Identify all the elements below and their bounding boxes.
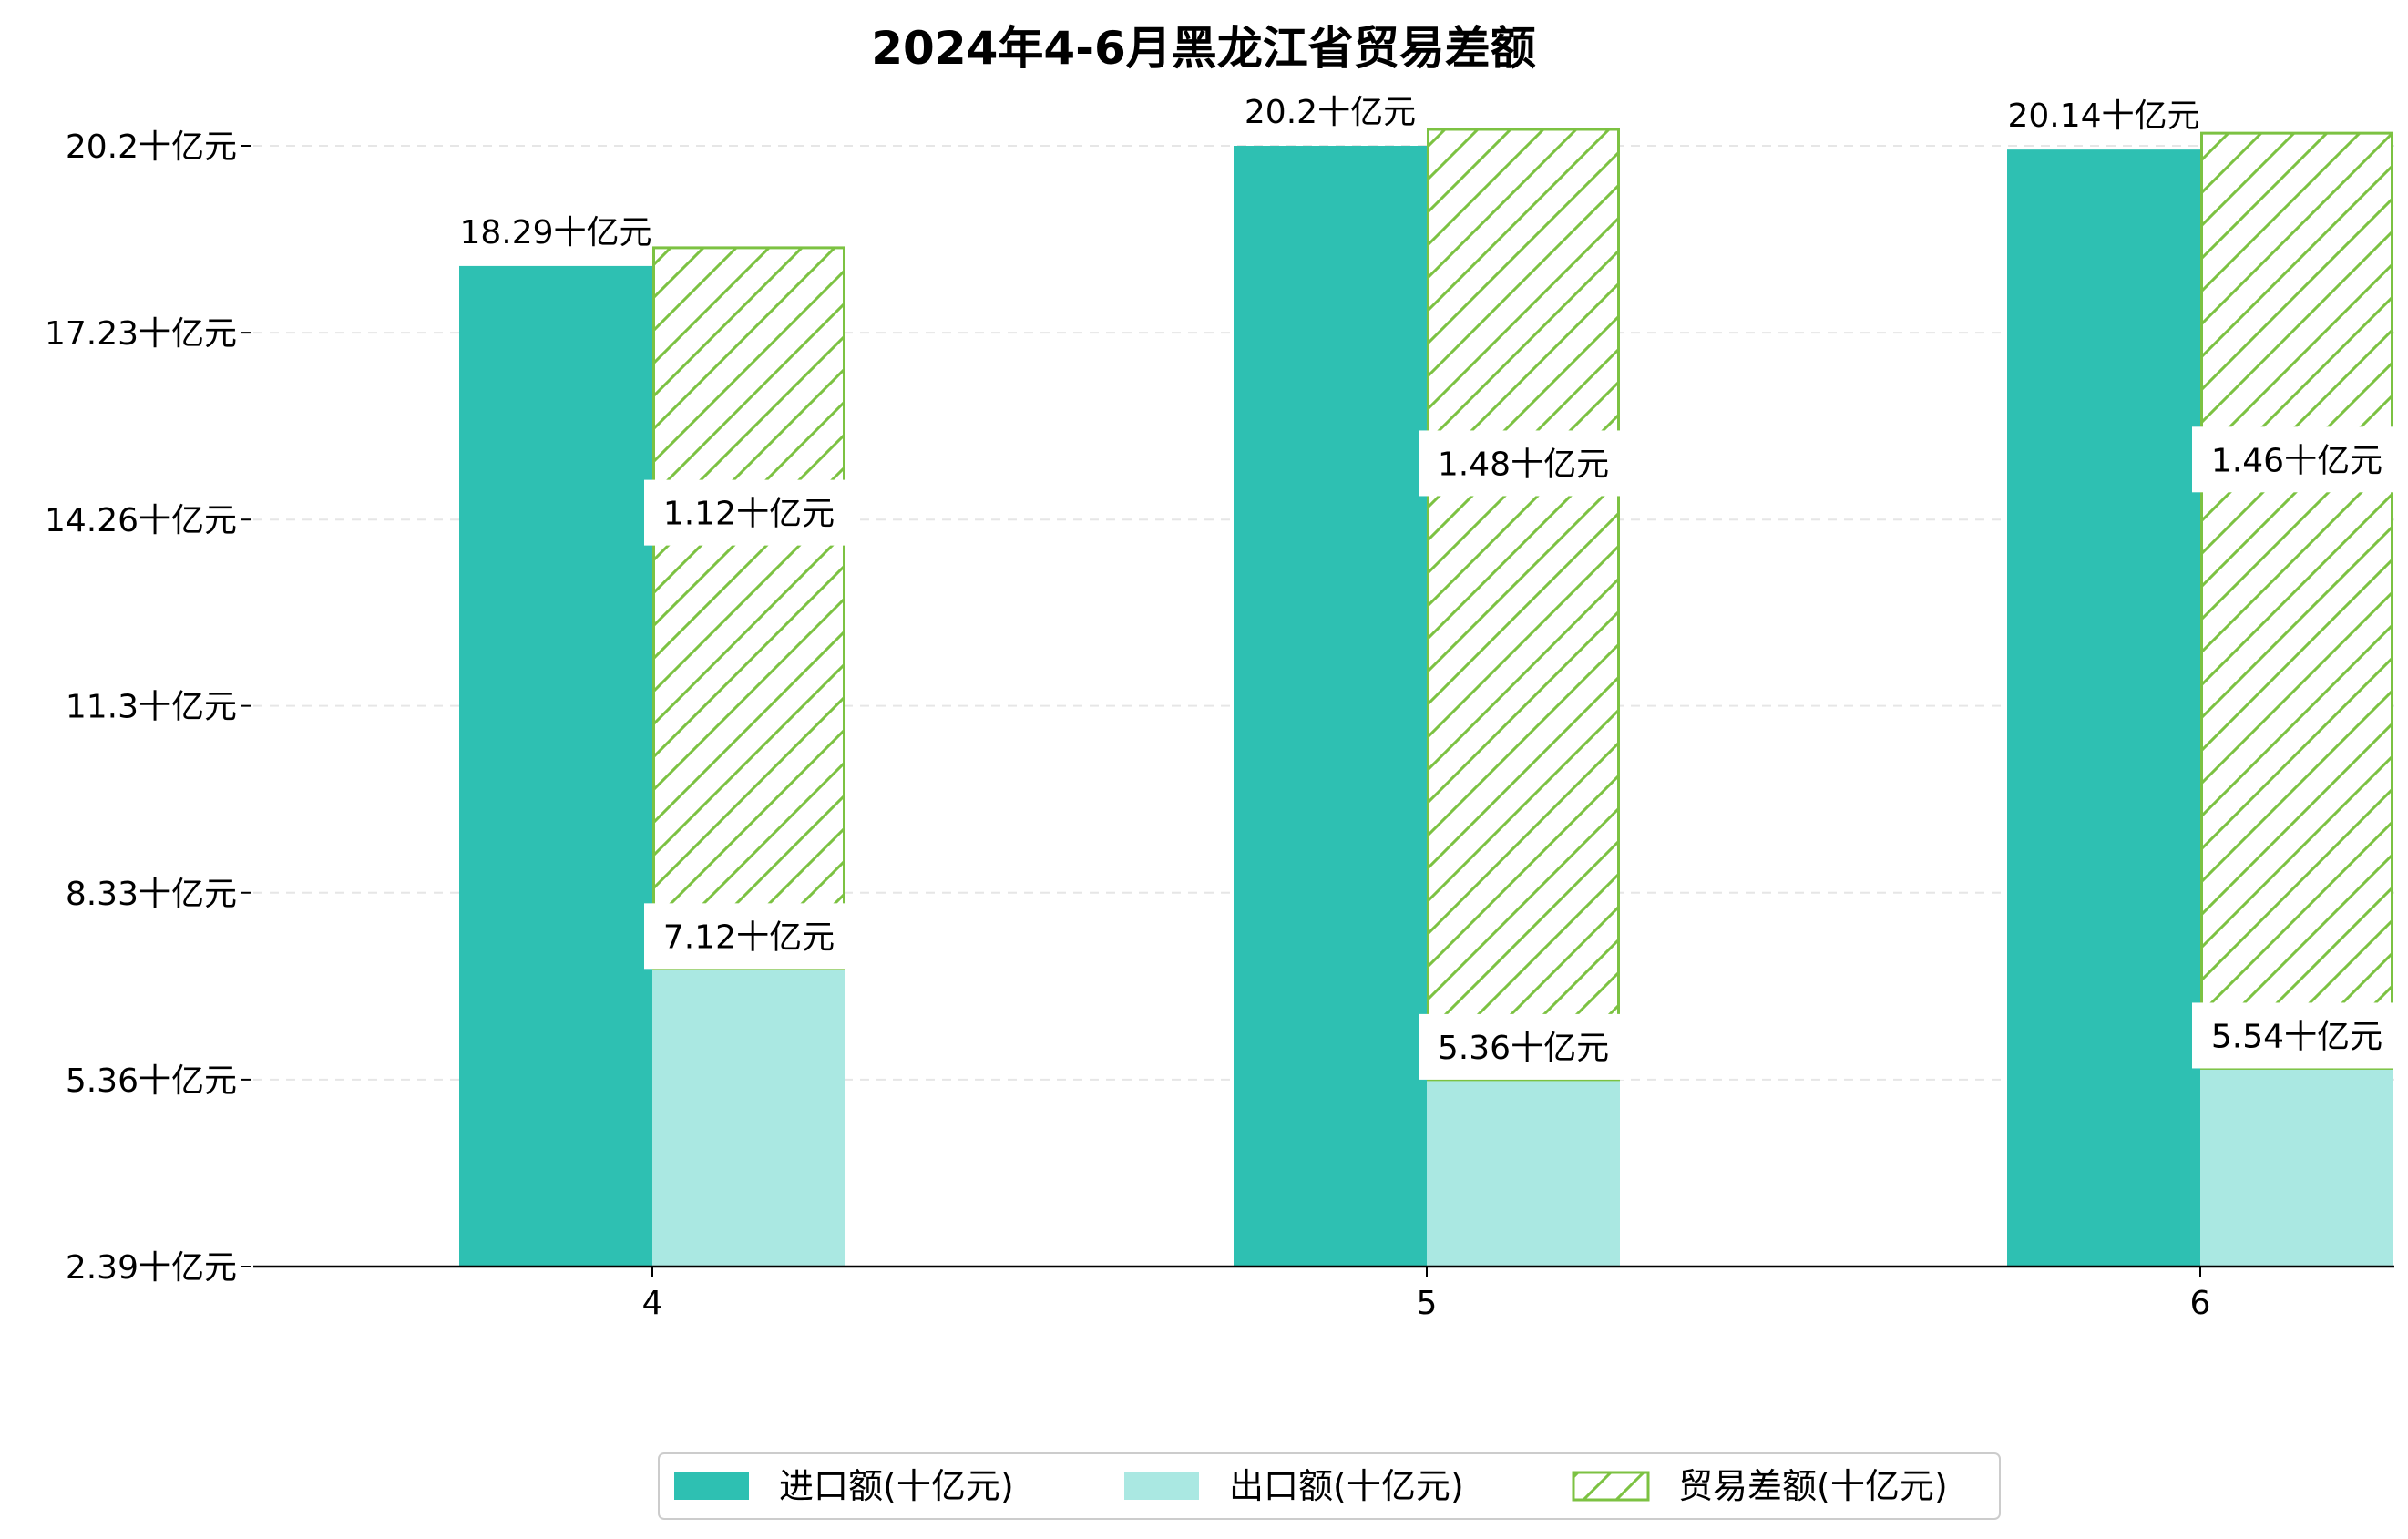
data-label: 1.48十亿元: [1438, 446, 1609, 483]
bar-balance: [652, 246, 845, 970]
bar-balance: [2200, 131, 2393, 1070]
data-label-bg: [644, 479, 854, 546]
x-tick-label: 6: [2190, 1285, 2211, 1322]
bar-series: [459, 128, 2393, 1267]
data-label: 20.2十亿元: [1245, 94, 1416, 131]
legend-swatch: [1572, 1471, 1650, 1502]
data-label: 1.46十亿元: [2211, 442, 2382, 479]
x-tick-label: 5: [1417, 1285, 1438, 1322]
legend-label: 贸易差额(十亿元): [1678, 1466, 1948, 1506]
data-label: 1.12十亿元: [663, 496, 835, 533]
y-tick-label: 8.33十亿元: [66, 876, 237, 913]
bar-export: [1427, 1079, 1620, 1267]
bar-export: [652, 969, 845, 1267]
data-label: 20.14十亿元: [2007, 97, 2199, 135]
bar-export: [2200, 1068, 2393, 1267]
data-label: 18.29十亿元: [459, 214, 651, 251]
y-tick-label: 17.23十亿元: [45, 315, 237, 353]
data-labels: 18.29十亿元 7.12十亿元 1.12十亿元 20.2十亿元 5.36十亿元 1.48…: [459, 94, 2402, 1080]
data-label: 5.36十亿元: [1438, 1030, 1609, 1067]
legend-label: 进口额(十亿元): [779, 1466, 1014, 1506]
data-label-bg: [1419, 1013, 1628, 1080]
data-label: 7.12十亿元: [663, 918, 835, 956]
bar-import: [459, 265, 652, 1267]
bar-import: [2007, 149, 2200, 1267]
data-label-bg: [1419, 430, 1628, 497]
y-tick-label: 11.3十亿元: [66, 689, 237, 726]
x-axis: 4 5 6: [253, 1265, 2394, 1322]
chart-title: 2024年4-6月黑龙江省贸易差额: [871, 22, 1536, 75]
legend-swatch: [674, 1472, 749, 1500]
data-label-bg: [644, 903, 854, 970]
x-tick-label: 4: [642, 1285, 663, 1322]
bar-balance: [1427, 128, 1620, 1082]
y-tick-label: 2.39十亿元: [66, 1249, 237, 1287]
legend-box: [658, 1452, 2001, 1520]
data-label: 5.54十亿元: [2211, 1018, 2382, 1055]
y-tick-label: 14.26十亿元: [45, 502, 237, 539]
legend-label: 出口额(十亿元): [1229, 1466, 1464, 1506]
bar-import: [1234, 146, 1427, 1267]
data-label-bg: [2192, 426, 2402, 493]
data-label-bg: [2192, 1002, 2402, 1069]
legend: 进口额(十亿元) 出口额(十亿元) 贸易差额(十亿元): [658, 1452, 2001, 1520]
legend-swatch: [1124, 1472, 1199, 1500]
y-axis: 2.39十亿元 5.36十亿元 8.33十亿元 11.3十亿元 14.26十亿元 17.2…: [45, 128, 251, 1287]
y-tick-label: 5.36十亿元: [66, 1062, 237, 1100]
y-tick-label: 20.2十亿元: [66, 128, 237, 166]
